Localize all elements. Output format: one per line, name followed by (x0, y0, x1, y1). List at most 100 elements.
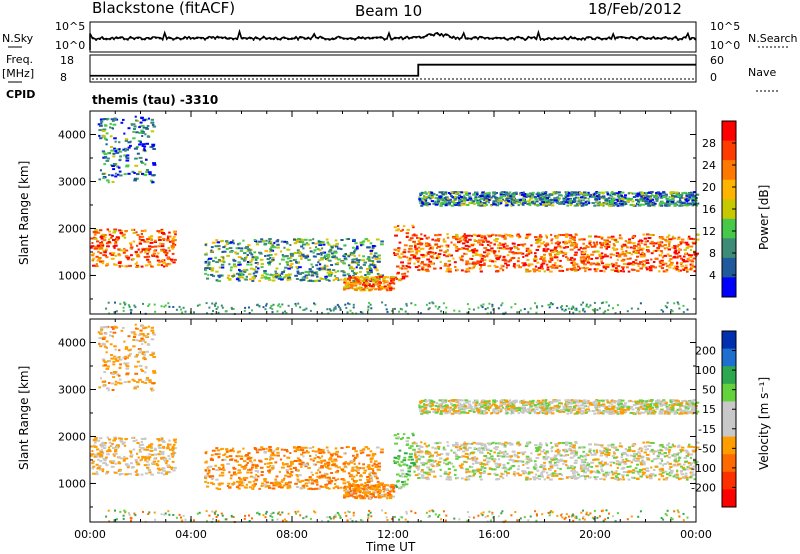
power-cell (128, 305, 131, 308)
power-cell (620, 204, 624, 207)
power-cell (217, 280, 222, 283)
power-cell (221, 239, 224, 242)
power-cell (122, 148, 125, 151)
power-cell (586, 200, 590, 203)
power-cell (105, 256, 109, 259)
velocity-cell (357, 469, 360, 472)
power-cell (280, 272, 284, 275)
power-cell (366, 246, 370, 249)
power-cell (284, 266, 288, 269)
power-cell (423, 195, 426, 198)
velocity-cell (337, 487, 340, 490)
power-cell (118, 148, 121, 151)
velocity-cell (366, 447, 370, 450)
velocity-cell (353, 458, 356, 461)
power-cell (654, 197, 659, 200)
velocity-cell (140, 473, 144, 476)
velocity-cell (282, 484, 286, 487)
power-cell (510, 198, 513, 201)
velocity-cell (215, 469, 219, 472)
velocity-cell (130, 455, 133, 458)
power-cell (340, 270, 344, 273)
power-cell (371, 264, 376, 267)
power-cell (569, 244, 574, 247)
velocity-cell (328, 487, 331, 490)
velocity-cell (102, 462, 107, 465)
velocity-cell (98, 337, 102, 340)
power-cell (447, 268, 451, 271)
power-cell (320, 277, 325, 280)
power-cell (145, 127, 149, 129)
power-cell (543, 202, 547, 205)
velocity-cell (144, 457, 148, 460)
velocity-cell (374, 460, 378, 463)
power-cell (100, 245, 103, 248)
power-cell (263, 271, 267, 274)
velocity-cell (270, 448, 273, 451)
velocity-cell (359, 484, 364, 487)
power-cell (540, 256, 543, 258)
velocity-cell (374, 489, 377, 491)
velocity-cell (373, 474, 377, 477)
power-cell (369, 242, 373, 245)
velocity-cell (114, 471, 118, 474)
power-cell (458, 198, 462, 201)
power-cell (446, 202, 449, 205)
power-cell (355, 287, 359, 290)
power-cell (566, 198, 570, 201)
power-cell (339, 278, 343, 281)
power-cell (135, 147, 138, 150)
power-cell (113, 228, 118, 231)
power-cell (171, 241, 174, 244)
velocity-cell (96, 455, 99, 458)
power-cell (563, 309, 566, 312)
power-cell (586, 261, 590, 264)
power-cell (474, 196, 478, 199)
velocity-cell (301, 461, 305, 464)
power-cell (342, 274, 347, 277)
power-cell (444, 262, 448, 265)
velocity-cell (110, 465, 115, 468)
velocity-cell (222, 464, 225, 467)
power-cell (401, 308, 404, 311)
power-cell (604, 266, 609, 268)
power-cell (399, 230, 403, 232)
velocity-cell (149, 443, 154, 446)
power-cell (365, 281, 370, 284)
power-cell (634, 259, 638, 262)
power-cell (347, 238, 350, 240)
power-cell (448, 203, 452, 206)
velocity-cell (326, 466, 329, 469)
power-cell (485, 239, 488, 242)
velocity-cell (114, 380, 117, 383)
power-cell (665, 197, 668, 200)
power-cell (240, 276, 245, 279)
velocity-cell (327, 476, 331, 479)
power-cell (93, 245, 98, 248)
velocity-cell (340, 456, 343, 459)
power-cell (371, 245, 376, 247)
power-cell (644, 201, 648, 204)
velocity-cell (151, 473, 154, 476)
power-cell (111, 174, 114, 177)
power-cell (676, 237, 681, 240)
power-cell (113, 147, 116, 150)
power-cell (492, 200, 495, 203)
power-cell (661, 237, 665, 240)
power-cell (374, 288, 378, 291)
power-cell (441, 199, 445, 202)
power-cell (549, 200, 552, 202)
velocity-cell (151, 453, 154, 456)
velocity-cell (111, 443, 114, 445)
power-cell (334, 271, 337, 274)
power-cell (133, 179, 137, 182)
power-cell (140, 232, 143, 235)
velocity-cell (256, 471, 259, 474)
power-cell (368, 259, 372, 262)
velocity-cell (352, 487, 356, 490)
velocity-cell (388, 497, 393, 500)
power-cell (664, 262, 668, 265)
power-cell (494, 240, 499, 243)
velocity-cell (151, 462, 155, 465)
power-cell (587, 268, 592, 271)
